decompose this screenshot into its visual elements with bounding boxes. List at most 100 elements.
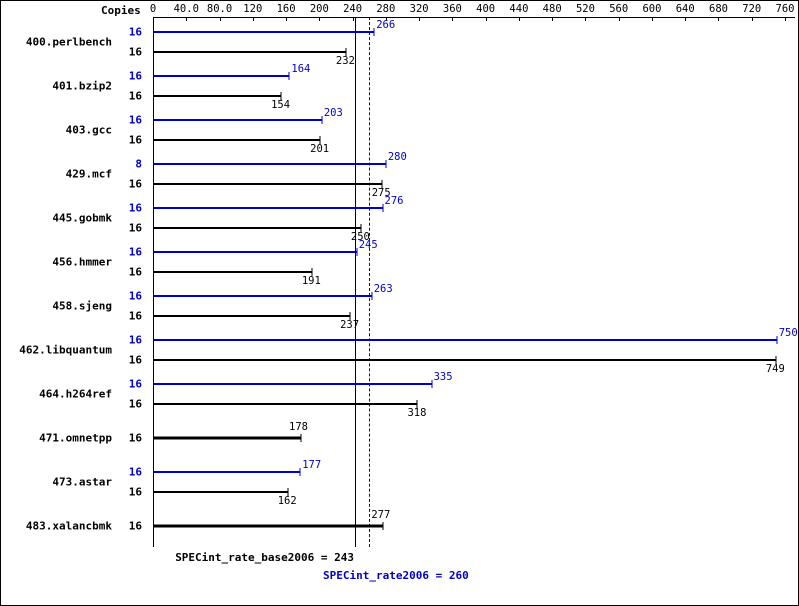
benchmark-label: 462.libquantum bbox=[19, 344, 112, 357]
x-tick-label: 400 bbox=[476, 3, 495, 15]
bar-value-base: 154 bbox=[271, 99, 290, 111]
bar-value-peak: 276 bbox=[385, 195, 404, 207]
x-tick-label: 720 bbox=[742, 3, 761, 15]
bar-value-base: 162 bbox=[278, 495, 297, 507]
copies-value-peak: 16 bbox=[129, 114, 142, 127]
copies-value: 16 bbox=[129, 520, 142, 533]
x-tick-label: 80.0 bbox=[207, 3, 232, 15]
copies-value-base: 16 bbox=[129, 90, 142, 103]
bar-value-peak: 164 bbox=[291, 63, 310, 75]
bar-base bbox=[153, 271, 312, 273]
copies-value-base: 16 bbox=[129, 486, 142, 499]
benchmark-label: 456.hmmer bbox=[52, 256, 112, 269]
x-tick-label: 520 bbox=[576, 3, 595, 15]
bar-base bbox=[153, 227, 361, 229]
bar-peak bbox=[153, 471, 300, 473]
bar-value: 178 bbox=[289, 421, 308, 433]
bar-peak bbox=[153, 207, 383, 209]
bar-value-peak: 750 bbox=[779, 327, 798, 339]
x-tick-label: 440 bbox=[509, 3, 528, 15]
x-tick-label: 160 bbox=[277, 3, 296, 15]
x-tick bbox=[619, 17, 620, 21]
x-tick bbox=[785, 17, 786, 21]
x-tick bbox=[486, 17, 487, 21]
x-tick-label: 120 bbox=[243, 3, 262, 15]
bar-peak bbox=[153, 339, 777, 341]
copies-value-peak: 16 bbox=[129, 202, 142, 215]
bar-peak bbox=[153, 295, 372, 297]
x-tick-label: 40.0 bbox=[174, 3, 199, 15]
x-tick-label: 200 bbox=[310, 3, 329, 15]
bar-peak bbox=[153, 383, 432, 385]
bar-base bbox=[153, 491, 288, 493]
bar-value-peak: 280 bbox=[388, 151, 407, 163]
x-tick bbox=[319, 17, 320, 21]
bar-value-peak: 203 bbox=[324, 107, 343, 119]
copies-value-base: 16 bbox=[129, 178, 142, 191]
bar-value-peak: 263 bbox=[374, 283, 393, 295]
bar-value-base: 201 bbox=[310, 143, 329, 155]
bar-cap bbox=[371, 292, 372, 300]
bar-value-base: 237 bbox=[340, 319, 359, 331]
footer-score: SPECint_rate_base2006 = 243 bbox=[175, 551, 354, 564]
bar-cap bbox=[356, 248, 357, 256]
bar-cap bbox=[385, 160, 386, 168]
benchmark-label: 483.xalancbmk bbox=[26, 520, 112, 533]
x-axis-line bbox=[153, 17, 795, 18]
x-tick-label: 280 bbox=[376, 3, 395, 15]
bar-cap bbox=[301, 434, 302, 442]
copies-value-base: 16 bbox=[129, 222, 142, 235]
benchmark-label: 401.bzip2 bbox=[52, 80, 112, 93]
copies-value-peak: 16 bbox=[129, 334, 142, 347]
x-tick bbox=[752, 17, 753, 21]
x-tick bbox=[552, 17, 553, 21]
benchmark-label: 464.h264ref bbox=[39, 388, 112, 401]
x-tick-label: 360 bbox=[443, 3, 462, 15]
bar-peak bbox=[153, 119, 322, 121]
bar-base bbox=[153, 51, 346, 53]
x-tick-label: 600 bbox=[642, 3, 661, 15]
reference-line bbox=[355, 17, 356, 547]
x-tick-label: 560 bbox=[609, 3, 628, 15]
bar-base bbox=[153, 139, 320, 141]
footer-score: SPECint_rate2006 = 260 bbox=[323, 569, 469, 582]
x-tick bbox=[652, 17, 653, 21]
x-tick bbox=[253, 17, 254, 21]
benchmark-label: 471.omnetpp bbox=[39, 432, 112, 445]
copies-value-peak: 8 bbox=[135, 158, 142, 171]
bar-cap bbox=[431, 380, 432, 388]
bar-value-base: 318 bbox=[407, 407, 426, 419]
x-tick bbox=[220, 17, 221, 21]
benchmark-label: 458.sjeng bbox=[52, 300, 112, 313]
x-tick-label: 320 bbox=[410, 3, 429, 15]
x-tick bbox=[353, 17, 354, 21]
copies-value-base: 16 bbox=[129, 354, 142, 367]
bar-combined bbox=[153, 437, 301, 440]
bar-base bbox=[153, 403, 417, 405]
bar-value-peak: 266 bbox=[376, 19, 395, 31]
x-tick bbox=[286, 17, 287, 21]
spec-rate-chart: Copies040.080.01201602002402803203604004… bbox=[0, 0, 799, 606]
x-tick-label: 760 bbox=[776, 3, 795, 15]
copies-value: 16 bbox=[129, 432, 142, 445]
copies-value-peak: 16 bbox=[129, 246, 142, 259]
bar-value: 277 bbox=[371, 509, 390, 521]
bar-cap bbox=[776, 336, 777, 344]
copies-value-peak: 16 bbox=[129, 26, 142, 39]
bar-cap bbox=[374, 28, 375, 36]
x-tick bbox=[419, 17, 420, 21]
copies-value-peak: 16 bbox=[129, 378, 142, 391]
copies-value-base: 16 bbox=[129, 134, 142, 147]
benchmark-label: 473.astar bbox=[52, 476, 112, 489]
copies-value-base: 16 bbox=[129, 398, 142, 411]
x-tick-label: 480 bbox=[543, 3, 562, 15]
bar-value-peak: 245 bbox=[359, 239, 378, 251]
benchmark-label: 400.perlbench bbox=[26, 36, 112, 49]
reference-line bbox=[369, 17, 371, 547]
bar-value-base: 191 bbox=[302, 275, 321, 287]
bar-cap bbox=[289, 72, 290, 80]
bar-value-base: 749 bbox=[766, 363, 785, 375]
x-tick bbox=[585, 17, 586, 21]
x-tick-label: 680 bbox=[709, 3, 728, 15]
x-tick bbox=[718, 17, 719, 21]
